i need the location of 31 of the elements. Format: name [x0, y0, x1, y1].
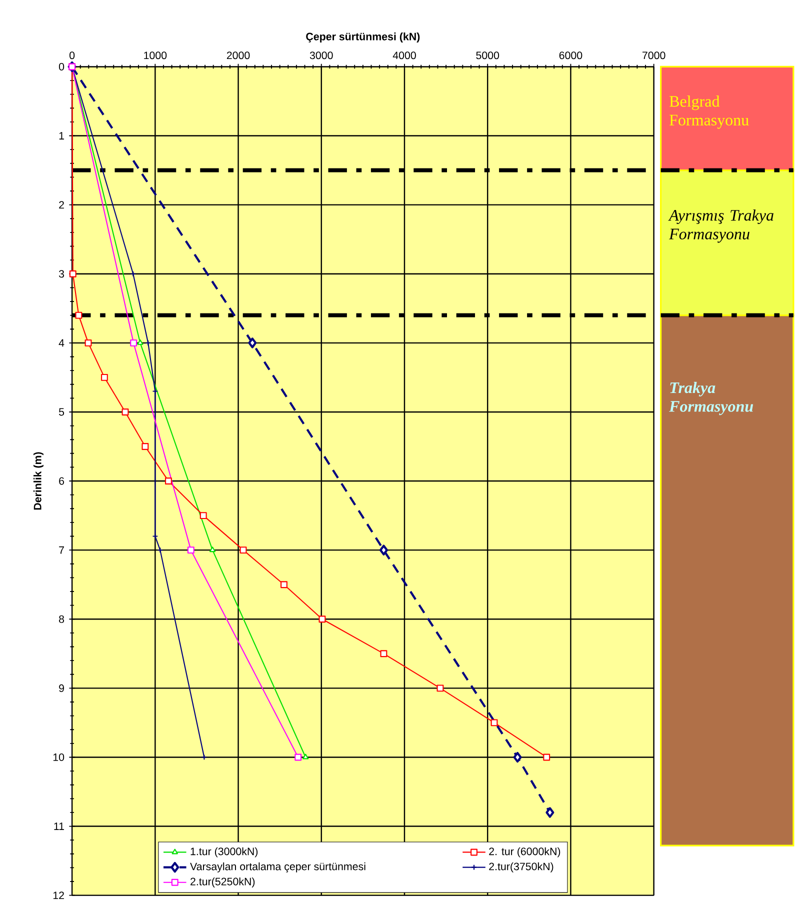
x-tick-label: 3000	[310, 52, 333, 60]
y-tick-label: 1	[59, 132, 64, 140]
x-axis-title: Çeper sürtünmesi (kN)	[306, 32, 420, 42]
legend-label: 1.tur (3000kN)	[190, 847, 258, 858]
y-tick-label: 10	[53, 753, 64, 762]
x-tick-label: 5000	[476, 52, 499, 60]
legend-label: Varsaylan ortalama çeper sürtünmesi	[190, 862, 366, 872]
text: Belgrad Formasyonu	[669, 96, 749, 129]
y-tick-label: 3	[58, 270, 64, 278]
y-axis-title: Derinlik (m)	[33, 452, 44, 510]
x-tick-label: 4000	[392, 52, 416, 60]
x-tick-label: 0	[69, 52, 74, 60]
x-tick-label: 1000	[144, 52, 166, 60]
text: Ayrışmış Trakya Formasyonu	[668, 209, 774, 243]
y-tick-label: 9	[58, 684, 64, 692]
y-tick-label: 2	[58, 201, 64, 209]
y-tick-label: 5	[58, 408, 64, 416]
y-tick-label: 12	[53, 892, 64, 900]
legend-label: 2.tur(5250kN)	[190, 877, 254, 888]
y-tick-label: 7	[58, 546, 64, 554]
legend-label: 2. tur (6000kN)	[488, 847, 560, 858]
legend-label: 2.tur(3750kN)	[488, 862, 553, 872]
x-tick-label: 6000	[559, 52, 582, 60]
y-tick-label: 11	[54, 822, 64, 830]
text: Trakya Formasyonu	[668, 382, 753, 416]
y-tick-label: 6	[58, 477, 64, 485]
y-tick-label: 0	[58, 62, 64, 70]
y-tick-label: 8	[58, 615, 64, 623]
x-tick-label: 7000	[642, 52, 666, 60]
y-tick-label: 4	[58, 339, 64, 347]
x-tick-label: 2000	[226, 52, 250, 60]
